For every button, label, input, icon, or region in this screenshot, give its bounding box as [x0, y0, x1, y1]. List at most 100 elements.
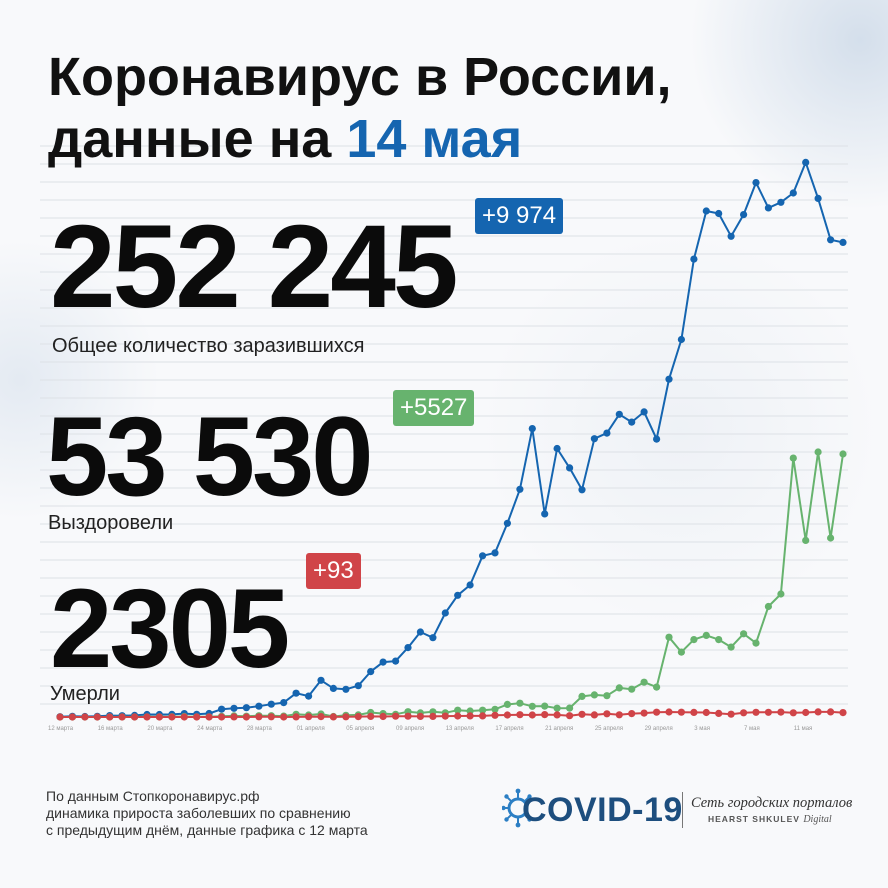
- data-point-deaths: [267, 713, 275, 721]
- x-tick-label: 09 апреля: [396, 726, 424, 732]
- data-point-deaths: [218, 713, 226, 721]
- source-note: По данным Стопкоронавирус.рф динамика пр…: [46, 788, 368, 839]
- data-point-cases: [702, 207, 710, 215]
- data-point-deaths: [131, 713, 139, 721]
- data-point-cases: [242, 704, 250, 712]
- data-point-cases: [342, 685, 350, 693]
- data-point-recovered: [740, 630, 748, 638]
- data-point-cases: [379, 658, 387, 666]
- brand-block: COVID-19 Сеть городских порталов HEARST …: [502, 786, 852, 836]
- data-point-recovered: [789, 454, 797, 462]
- deaths-delta-badge: +93: [306, 553, 361, 589]
- data-point-deaths: [429, 712, 437, 721]
- page-title: Коронавирус в России, данные на 14 мая: [48, 46, 672, 170]
- data-point-cases: [454, 591, 462, 599]
- chart-points: [56, 158, 847, 721]
- data-point-cases: [802, 158, 810, 166]
- data-point-deaths: [541, 711, 549, 719]
- data-point-recovered: [615, 684, 623, 692]
- data-point-cases: [392, 657, 400, 665]
- data-point-cases: [528, 425, 536, 433]
- data-point-cases: [740, 211, 748, 219]
- data-point-recovered: [479, 706, 487, 714]
- data-point-cases: [255, 702, 263, 710]
- data-point-deaths: [653, 708, 661, 716]
- network-name: Сеть городских порталов: [691, 795, 853, 811]
- data-point-recovered: [764, 602, 773, 611]
- data-point-recovered: [590, 691, 599, 699]
- data-point-deaths: [106, 713, 114, 721]
- x-tick-label: 20 марта: [147, 726, 173, 732]
- data-point-deaths: [93, 713, 101, 721]
- series-line-deaths: [60, 710, 844, 718]
- data-point-deaths: [68, 713, 76, 721]
- data-point-deaths: [603, 710, 611, 718]
- data-point-deaths: [404, 712, 412, 720]
- data-point-cases: [764, 204, 773, 212]
- data-point-deaths: [727, 710, 735, 718]
- data-point-deaths: [615, 711, 623, 719]
- data-point-deaths: [379, 712, 387, 721]
- data-point-deaths: [764, 708, 773, 716]
- data-point-recovered: [802, 536, 810, 545]
- x-tick-label: 12 марта: [48, 726, 74, 732]
- data-point-cases: [292, 689, 300, 697]
- data-point-deaths: [392, 712, 400, 720]
- data-point-deaths: [528, 711, 536, 719]
- data-point-cases: [839, 238, 847, 246]
- data-point-cases: [752, 179, 760, 187]
- data-point-cases: [280, 699, 288, 707]
- data-point-recovered: [715, 636, 723, 644]
- data-point-recovered: [777, 590, 785, 598]
- x-tick-label: 13 апреля: [446, 726, 474, 732]
- series-line-cases: [59, 161, 844, 718]
- data-point-cases: [578, 486, 586, 494]
- data-point-deaths: [242, 713, 250, 721]
- data-point-deaths: [205, 713, 213, 721]
- data-point-recovered: [528, 702, 536, 710]
- data-point-deaths: [553, 711, 561, 719]
- data-point-recovered: [578, 692, 586, 701]
- data-point-recovered: [491, 705, 499, 713]
- data-point-cases: [628, 418, 636, 426]
- covid-logo-text: COVID-19: [522, 791, 683, 829]
- x-tick-label: 25 апреля: [595, 726, 623, 732]
- data-point-recovered: [677, 648, 686, 656]
- data-point-cases: [516, 485, 524, 493]
- data-point-deaths: [441, 712, 449, 720]
- data-point-recovered: [566, 704, 574, 712]
- cases-delta-badge: +9 974: [475, 198, 564, 234]
- source-line-2: динамика прироста заболевших по сравнени…: [46, 805, 351, 821]
- data-point-recovered: [839, 450, 847, 458]
- x-tick-label: 28 марта: [247, 726, 273, 732]
- x-tick-label: 05 апреля: [346, 726, 374, 732]
- data-point-cases: [441, 609, 449, 617]
- data-point-deaths: [354, 713, 362, 721]
- data-point-cases: [466, 581, 474, 589]
- data-point-cases: [615, 410, 623, 418]
- data-point-cases: [566, 464, 574, 472]
- data-point-deaths: [255, 713, 263, 721]
- x-axis-ticks: 12 марта 16 марта 20 марта 24 марта 28 марта…: [48, 726, 812, 732]
- data-point-deaths: [827, 708, 835, 716]
- network-digital: Digital: [803, 814, 832, 825]
- chart-lines: [59, 161, 844, 718]
- data-point-cases: [603, 429, 611, 437]
- data-point-cases: [416, 628, 424, 636]
- data-point-cases: [503, 519, 511, 527]
- title-line1: Коронавирус в России,: [48, 47, 672, 107]
- chart-grid: [40, 145, 848, 705]
- data-point-cases: [690, 255, 698, 263]
- data-point-recovered: [827, 534, 835, 542]
- data-point-cases: [553, 444, 561, 453]
- data-point-cases: [640, 408, 648, 416]
- data-point-deaths: [81, 713, 89, 721]
- data-point-deaths: [814, 708, 822, 716]
- recovered-delta-badge: +5527: [393, 390, 475, 426]
- data-point-cases: [479, 552, 487, 560]
- data-point-cases: [590, 435, 599, 443]
- data-point-cases: [777, 198, 785, 206]
- data-point-deaths: [715, 709, 723, 718]
- network-sub: HEARST SHKULEV Digital: [708, 813, 832, 826]
